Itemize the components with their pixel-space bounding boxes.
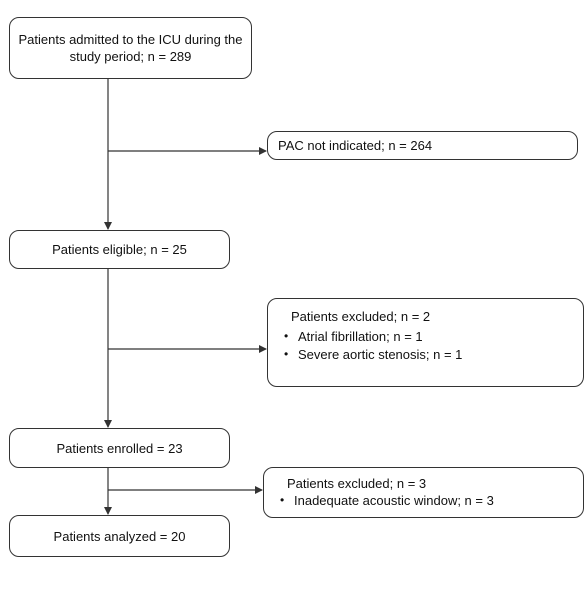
excluded-1-item: Atrial fibrillation; n = 1 bbox=[284, 327, 583, 346]
excluded-2-title: Patients excluded; n = 3 bbox=[287, 476, 427, 491]
box-admitted: Patients admitted to the ICU during the … bbox=[9, 17, 252, 79]
box-enrolled: Patients enrolled = 23 bbox=[9, 428, 230, 468]
excluded-1-list: Atrial fibrillation; n = 1 Severe aortic… bbox=[284, 327, 583, 364]
pac-not-indicated-text: PAC not indicated; n = 264 bbox=[278, 138, 433, 153]
enrolled-text: Patients enrolled = 23 bbox=[56, 440, 183, 456]
excluded-1-title: Patients excluded; n = 2 bbox=[291, 309, 431, 324]
excluded-2-list: Inadequate acoustic window; n = 3 bbox=[280, 491, 583, 510]
excluded-1-item: Severe aortic stenosis; n = 1 bbox=[284, 345, 583, 364]
admitted-text: Patients admitted to the ICU during the … bbox=[18, 32, 243, 64]
box-excluded-2: Patients excluded; n = 3 Inadequate acou… bbox=[263, 467, 584, 518]
box-pac-not-indicated: PAC not indicated; n = 264 bbox=[267, 131, 578, 160]
box-eligible: Patients eligible; n = 25 bbox=[9, 230, 230, 269]
analyzed-text: Patients analyzed = 20 bbox=[53, 528, 186, 544]
excluded-2-item: Inadequate acoustic window; n = 3 bbox=[280, 491, 583, 510]
eligible-text: Patients eligible; n = 25 bbox=[52, 242, 187, 257]
box-analyzed: Patients analyzed = 20 bbox=[9, 515, 230, 557]
box-excluded-1: Patients excluded; n = 2 Atrial fibrilla… bbox=[267, 298, 584, 387]
